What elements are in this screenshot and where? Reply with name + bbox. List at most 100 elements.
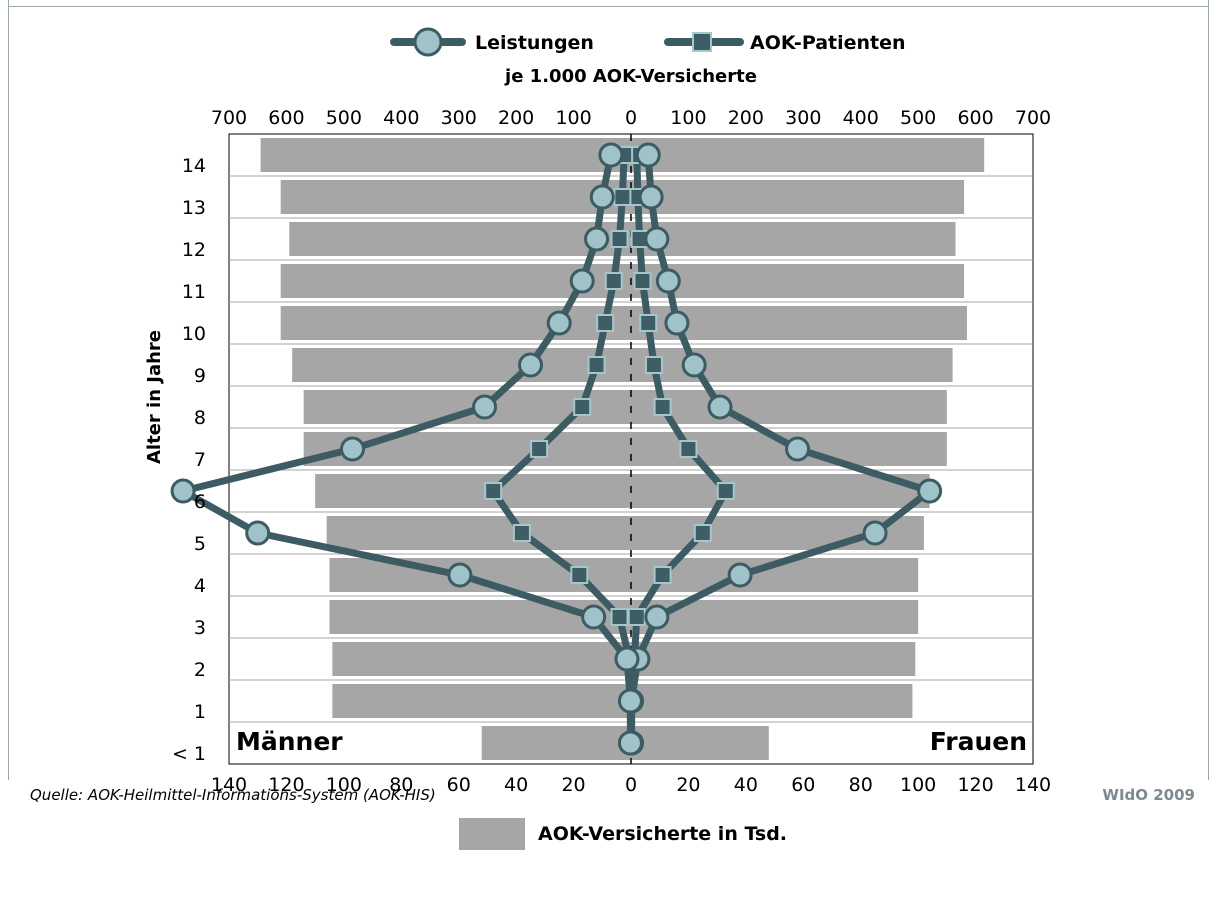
point-aok-patienten-frauen-8 xyxy=(653,398,672,416)
point-leistungen-maenner-7 xyxy=(339,436,365,462)
legend-item-versicherte: AOK-Versicherte in Tsd. xyxy=(459,818,787,850)
legend-item-aok-patienten: AOK-Patienten xyxy=(664,32,906,54)
top-tick-label: 100 xyxy=(555,107,591,129)
bottom-tick-label: 80 xyxy=(849,774,873,796)
point-leistungen-frauen-9 xyxy=(681,352,707,378)
age-tick-label: 6 xyxy=(194,491,206,513)
point-leistungen-maenner-12 xyxy=(584,226,610,252)
bar-maenner-5 xyxy=(326,516,631,550)
top-tick-label: 500 xyxy=(326,107,362,129)
age-tick-label: 13 xyxy=(182,197,206,219)
point-leistungen-maenner-10 xyxy=(546,310,572,336)
point-aok-patienten-maenner-7 xyxy=(530,440,549,458)
legend-leistungen-label: Leistungen xyxy=(475,32,594,54)
bottom-tick-label: 140 xyxy=(1015,774,1051,796)
y-axis-title: Alter in Jahre xyxy=(144,330,165,464)
bottom-tick-label: 80 xyxy=(389,774,413,796)
point-aok-patienten-frauen-10 xyxy=(639,314,658,332)
bar-frauen-11 xyxy=(631,264,965,298)
source-note: Quelle: AOK-Heilmittel-Informations-Syst… xyxy=(30,786,436,804)
age-tick-label: 5 xyxy=(194,533,206,555)
top-tick-label: 400 xyxy=(383,107,419,129)
bar-maenner-12 xyxy=(289,222,631,256)
point-leistungen-frauen-10 xyxy=(664,310,690,336)
point-aok-patienten-maenner-5 xyxy=(512,524,531,542)
top-tick-label: 300 xyxy=(785,107,821,129)
bottom-tick-label: 20 xyxy=(676,774,700,796)
bar-maenner-2 xyxy=(332,642,631,676)
top-tick-label: 300 xyxy=(441,107,477,129)
bottom-tick-label: 140 xyxy=(211,774,247,796)
legend-versicherte-swatch xyxy=(459,818,525,850)
bar-frauen-14 xyxy=(631,138,985,172)
point-leistungen-maenner-2 xyxy=(614,646,640,672)
point-aok-patienten-maenner-13 xyxy=(613,188,632,206)
point-leistungen-frauen-6 xyxy=(917,478,943,504)
top-tick-label: 500 xyxy=(900,107,936,129)
point-leistungen-frauen-11 xyxy=(655,268,681,294)
bar-maenner-13 xyxy=(280,180,631,214)
top-axis-title: je 1.000 AOK-Versicherte xyxy=(504,66,757,87)
point-leistungen-maenner-9 xyxy=(518,352,543,378)
top-tick-label: 600 xyxy=(957,107,993,129)
bar-frauen-1 xyxy=(631,684,913,718)
point-leistungen-frauen-13 xyxy=(638,184,664,210)
point-aok-patienten-maenner-11 xyxy=(604,272,623,290)
point-leistungen-frauen-8 xyxy=(707,394,733,420)
point-leistungen-frauen-12 xyxy=(644,226,670,252)
point-leistungen-maenner-4 xyxy=(447,562,473,588)
bar-maenner-14 xyxy=(260,138,631,172)
point-leistungen-maenner-6 xyxy=(170,478,196,504)
point-aok-patienten-maenner-10 xyxy=(596,314,615,332)
legend-item-leistungen: Leistungen xyxy=(390,27,594,57)
point-aok-patienten-frauen-3 xyxy=(627,608,646,626)
bar-maenner-9 xyxy=(292,348,631,382)
bottom-tick-label: 60 xyxy=(791,774,815,796)
bar-frauen-8 xyxy=(631,390,947,424)
point-leistungen-frauen-4 xyxy=(727,562,753,588)
frauen-label: Frauen xyxy=(930,727,1027,756)
legend: Leistungen AOK-Patienten xyxy=(390,27,906,57)
age-tick-label: 3 xyxy=(194,617,206,639)
point-leistungen-frauen-7 xyxy=(785,436,811,462)
top-tick-label: 200 xyxy=(728,107,764,129)
age-tick-label: 9 xyxy=(194,365,206,387)
point-aok-patienten-maenner-4 xyxy=(570,566,589,584)
bottom-tick-label: 120 xyxy=(957,774,993,796)
point-leistungen-maenner-11 xyxy=(569,268,595,294)
top-tick-label: 700 xyxy=(1015,107,1051,129)
bottom-tick-label: 40 xyxy=(504,774,528,796)
bar-frauen-0 xyxy=(631,726,769,760)
age-tick-label: 2 xyxy=(194,659,206,681)
point-aok-patienten-frauen-9 xyxy=(644,356,663,374)
figure-top-border xyxy=(8,6,1209,7)
bar-maenner-10 xyxy=(280,306,631,340)
bottom-tick-label: 100 xyxy=(326,774,362,796)
point-aok-patienten-frauen-7 xyxy=(679,440,698,458)
point-leistungen-maenner-14 xyxy=(598,142,624,168)
bottom-tick-label: 120 xyxy=(268,774,304,796)
top-tick-label: 400 xyxy=(843,107,879,129)
point-leistungen-maenner-8 xyxy=(472,394,498,420)
bar-maenner-6 xyxy=(315,474,631,508)
point-aok-patienten-maenner-8 xyxy=(573,398,592,416)
legend-patienten-marker xyxy=(692,32,712,52)
point-leistungen-maenner-3 xyxy=(581,604,607,630)
bar-frauen-12 xyxy=(631,222,956,256)
top-tick-label: 0 xyxy=(625,107,637,129)
point-aok-patienten-maenner-3 xyxy=(610,608,629,626)
bottom-axis-ticks: 140 120 100 80 60 40 20 0 20 40 60 80 100 120 140 xyxy=(211,774,1051,796)
point-aok-patienten-frauen-6 xyxy=(716,482,735,500)
point-aok-patienten-frauen-4 xyxy=(653,566,672,584)
figure-frame xyxy=(8,0,1209,780)
point-leistungen-maenner-5 xyxy=(245,520,271,546)
point-leistungen-maenner-1 xyxy=(617,688,643,714)
top-axis-ticks: 700 600 500 400 300 200 100 0 100 200 300 400 500 600… xyxy=(211,107,1051,129)
bar-frauen-2 xyxy=(631,642,916,676)
age-tick-label: 11 xyxy=(182,281,206,303)
top-tick-label: 100 xyxy=(670,107,706,129)
point-leistungen-frauen-5 xyxy=(862,520,888,546)
legend-patienten-label: AOK-Patienten xyxy=(750,32,906,54)
